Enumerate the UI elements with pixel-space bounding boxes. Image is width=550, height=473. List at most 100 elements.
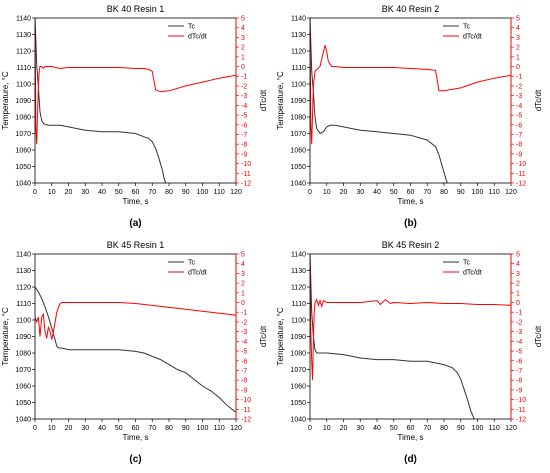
chart-2-y-tick-label: 1070 (15, 367, 31, 374)
chart-0-y-tick-label: 1080 (15, 115, 31, 122)
chart-1-y-tick-label: 1090 (290, 98, 306, 105)
chart-3-series-line-tc (310, 254, 475, 419)
chart-3-legend-entry-1: dTc/dt (463, 270, 482, 277)
chart-3-y-tick-label: 1040 (290, 417, 306, 424)
chart-0-y-right-tick-label: -5 (241, 113, 247, 120)
chart-2-y-tick-label: 1110 (16, 301, 31, 308)
chart-3-y-right-tick-label: -11 (516, 407, 526, 414)
chart-1-x-tick-label: 40 (373, 189, 381, 196)
chart-0-y-right-tick-label: 5 (241, 16, 245, 23)
chart-2-y-tick-label: 1120 (16, 285, 31, 292)
chart-2-y-tick-label: 1130 (16, 268, 31, 275)
chart-1-title: BK 40 Resin 2 (382, 4, 440, 14)
chart-svg-a: BK 40 Resin 10 10 20 30 40 50 60 70 80 90 100 110 12… (1, 4, 268, 229)
chart-2-x-tick-label: 70 (148, 425, 156, 432)
chart-1-x-tick-label: 0 (308, 189, 312, 196)
chart-2-y-right-tick-label: 3 (241, 271, 245, 278)
chart-0-series-line-tc (35, 18, 167, 183)
chart-0-plot-frame (34, 17, 237, 184)
chart-0-x-tick-label: 40 (98, 189, 106, 196)
chart-2-x-tick-label: 20 (65, 425, 73, 432)
chart-3-y-right-tick-label: 4 (516, 261, 520, 268)
chart-1-y-axis-label: Temperature, °C (276, 71, 285, 130)
chart-3-x-axis-label: Time, s (398, 433, 424, 442)
chart-0-x-tick-label: 30 (81, 189, 89, 196)
chart-3-x-tick-label: 70 (423, 425, 431, 432)
chart-3-y-right-tick-label: 0 (516, 300, 520, 307)
chart-2-y-right-tick-label: -3 (241, 329, 247, 336)
chart-1-x-tick-label: 60 (407, 189, 415, 196)
chart-3-y-right-tick-label: 1 (516, 290, 520, 297)
chart-0-panel-label: (a) (129, 218, 141, 229)
chart-3-x-tick-label: 60 (407, 425, 415, 432)
chart-0-y-right-tick-label: -9 (241, 151, 247, 158)
chart-1-y-right-tick-label: -3 (516, 93, 522, 100)
chart-0-y-tick-label: 1040 (15, 181, 31, 188)
chart-2-y-tick-label: 1080 (15, 351, 31, 358)
chart-3-x-tick-label: 40 (373, 425, 381, 432)
chart-0-y-tick-label: 1120 (16, 49, 31, 56)
chart-1-x-tick-label: 100 (472, 189, 484, 196)
chart-0-y-right-tick-label: -10 (241, 161, 251, 168)
chart-1-y-tick-label: 1140 (291, 16, 306, 23)
chart-2-y-right-tick-label: -11 (241, 407, 251, 414)
chart-0-y-right-tick-label: -6 (241, 122, 247, 129)
chart-0-y-right-tick-label: 1 (241, 54, 245, 61)
chart-3-y-tick-label: 1100 (291, 318, 306, 325)
chart-1-y-right-tick-label: 5 (516, 16, 520, 23)
chart-2-x-tick-label: 110 (214, 425, 225, 432)
chart-2-y-right-tick-label: -2 (241, 319, 247, 326)
chart-2-y-right-tick-label: 0 (241, 300, 245, 307)
chart-3-y-right-tick-label: -8 (516, 378, 522, 385)
chart-1-x-tick-label: 80 (440, 189, 448, 196)
chart-3-y-right-tick-label: -6 (516, 358, 522, 365)
chart-3-x-tick-label: 80 (440, 425, 448, 432)
chart-2-title: BK 45 Resin 1 (107, 240, 165, 250)
chart-0-legend-entry-0: Tc (188, 24, 196, 31)
chart-1-y-right-tick-label: -7 (516, 132, 522, 139)
chart-0-x-tick-label: 110 (214, 189, 225, 196)
chart-0-title: BK 40 Resin 1 (107, 4, 165, 14)
chart-0-y-right-tick-label: 3 (241, 35, 245, 42)
chart-1-x-axis-label: Time, s (398, 197, 424, 206)
chart-0-y-right-tick-label: -8 (241, 142, 247, 149)
chart-1-y-right-tick-label: 4 (516, 25, 520, 32)
chart-3-y-right-tick-label: 2 (516, 281, 520, 288)
chart-2-y-tick-label: 1040 (15, 417, 31, 424)
chart-0-x-tick-label: 80 (165, 189, 173, 196)
chart-3-x-tick-label: 50 (390, 425, 398, 432)
chart-0-y-right-tick-label: -4 (241, 103, 247, 110)
chart-1-y-right-tick-label: -6 (516, 122, 522, 129)
chart-3-y-right-tick-label: -2 (516, 319, 522, 326)
chart-0-x-tick-label: 0 (33, 189, 37, 196)
chart-3-y-tick-label: 1090 (290, 334, 306, 341)
chart-2-x-tick-label: 0 (33, 425, 37, 432)
chart-3-y-right-tick-label: 5 (516, 252, 520, 259)
chart-1-x-tick-label: 20 (340, 189, 348, 196)
chart-1-x-tick-label: 110 (489, 189, 500, 196)
chart-0-y-right-tick-label: -11 (241, 171, 251, 178)
chart-1-y-right-tick-label: 3 (516, 35, 520, 42)
chart-1-y-right-tick-label: -9 (516, 151, 522, 158)
chart-0-y-right-tick-label: -1 (241, 74, 247, 81)
chart-1-x-tick-label: 10 (323, 189, 331, 196)
chart-0-series-line-dtc-dt (35, 18, 236, 145)
chart-1-y-tick-label: 1120 (291, 49, 306, 56)
chart-2-x-tick-label: 60 (132, 425, 140, 432)
chart-2-series-line-dtc-dt (35, 302, 236, 340)
chart-3-y-right-tick-label: -7 (516, 368, 522, 375)
chart-3-y-right-axis-label: dTc/dt (534, 325, 543, 347)
chart-1-x-tick-label: 50 (390, 189, 398, 196)
chart-3-y-right-tick-label: -1 (516, 310, 522, 317)
chart-0-y-tick-label: 1100 (16, 82, 31, 89)
chart-2-legend-entry-0: Tc (188, 260, 196, 267)
chart-1-x-tick-label: 30 (356, 189, 364, 196)
chart-2-y-right-tick-label: -12 (241, 417, 251, 424)
chart-1-y-right-tick-label: -1 (516, 74, 522, 81)
chart-3-y-right-tick-label: -9 (516, 387, 522, 394)
chart-0-x-tick-label: 90 (182, 189, 190, 196)
chart-2-x-tick-label: 120 (230, 425, 242, 432)
chart-0-x-tick-label: 100 (197, 189, 209, 196)
chart-2-y-tick-label: 1140 (16, 252, 31, 259)
chart-3-y-tick-label: 1050 (290, 400, 306, 407)
